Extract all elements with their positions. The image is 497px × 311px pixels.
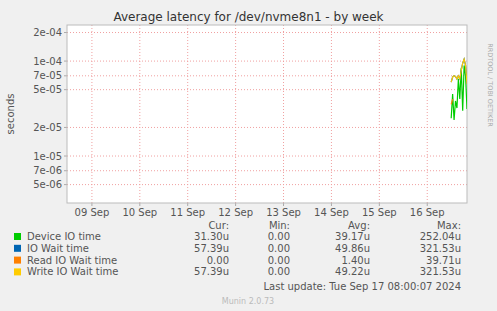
grid-line xyxy=(67,61,467,62)
chart: Average latency for /dev/nvme8n1 - by we… xyxy=(0,0,497,311)
y-tick-label: 1e-05 xyxy=(33,151,62,162)
legend-stat: 0.00 xyxy=(268,266,290,277)
legend-stat: 49.86u xyxy=(335,243,370,254)
legend-stat: 0.00 xyxy=(207,255,229,266)
legend-stat: 57.39u xyxy=(194,243,229,254)
legend-label: Device IO time xyxy=(27,231,101,242)
legend-swatch xyxy=(14,245,21,252)
y-tick-label: 7e-06 xyxy=(33,165,62,176)
x-tick-label: 10 Sep xyxy=(122,207,157,218)
series-line xyxy=(451,65,467,119)
credit: Munin 2.0.73 xyxy=(222,297,274,306)
grid-line xyxy=(67,89,467,90)
grid-line xyxy=(67,127,467,128)
legend-swatch xyxy=(14,257,21,264)
background xyxy=(0,0,497,311)
grid-line xyxy=(67,184,467,185)
legend-label: Read IO Wait time xyxy=(27,255,117,266)
legend-stat: 321.53u xyxy=(420,266,461,277)
legend-column-header: Avg: xyxy=(348,220,370,231)
x-tick-label: 12 Sep xyxy=(218,207,253,218)
legend-stat: 39.71u xyxy=(426,255,461,266)
grid-line xyxy=(67,170,467,171)
legend-stat: 39.17u xyxy=(335,231,370,242)
grid-line xyxy=(283,25,284,203)
series-line xyxy=(451,59,467,84)
grid-line xyxy=(67,32,467,33)
series-group xyxy=(451,59,467,120)
x-tick-label: 11 Sep xyxy=(170,207,205,218)
grid-line xyxy=(139,25,140,203)
legend-column-header: Min: xyxy=(269,220,290,231)
legend-swatch xyxy=(14,233,21,240)
y-tick-label: 5e-05 xyxy=(33,84,62,95)
x-tick-label: 15 Sep xyxy=(362,207,397,218)
side-text: RRDTOOL / TOBI OETIKER xyxy=(486,43,494,127)
series-line xyxy=(451,99,452,104)
y-axis-label: seconds xyxy=(5,94,16,135)
grid-line xyxy=(91,25,92,203)
legend-column-header: Cur: xyxy=(208,220,229,231)
grid-line xyxy=(67,156,467,157)
legend-stat: 57.39u xyxy=(194,266,229,277)
grid-line xyxy=(67,75,467,76)
legend-stat: 0.00 xyxy=(268,243,290,254)
legend-label: IO Wait time xyxy=(27,243,89,254)
y-tick-label: 2e-04 xyxy=(33,27,62,38)
plot-area xyxy=(67,25,467,203)
x-tick-label: 13 Sep xyxy=(266,207,301,218)
grid-line xyxy=(427,25,428,203)
grid-line xyxy=(187,25,188,203)
legend-stat: 49.22u xyxy=(335,266,370,277)
y-tick-label: 7e-05 xyxy=(33,70,62,81)
x-tick-label: 14 Sep xyxy=(314,207,349,218)
footer: Last update: Tue Sep 17 08:00:07 2024 xyxy=(263,281,461,292)
y-tick-label: 5e-06 xyxy=(33,179,62,190)
title: Average latency for /dev/nvme8n1 - by we… xyxy=(113,10,383,24)
plot-frame xyxy=(67,25,467,203)
x-tick-label: 16 Sep xyxy=(410,207,445,218)
y-tick-label: 2e-05 xyxy=(33,122,62,133)
legend-stat: 0.00 xyxy=(268,255,290,266)
grid-line xyxy=(331,25,332,203)
legend-swatch xyxy=(14,268,21,275)
legend-stat: 1.40u xyxy=(341,255,370,266)
y-tick-label: 1e-04 xyxy=(33,56,62,67)
legend-stat: 321.53u xyxy=(420,243,461,254)
x-tick-label: 09 Sep xyxy=(75,207,110,218)
series-line xyxy=(451,59,467,84)
legend-stat: 0.00 xyxy=(268,231,290,242)
legend-stat: 31.30u xyxy=(194,231,229,242)
legend-stat: 252.04u xyxy=(420,231,461,242)
grid-line xyxy=(235,25,236,203)
legend-label: Write IO Wait time xyxy=(27,266,118,277)
legend-column-header: Max: xyxy=(437,220,461,231)
grid-line xyxy=(379,25,380,203)
